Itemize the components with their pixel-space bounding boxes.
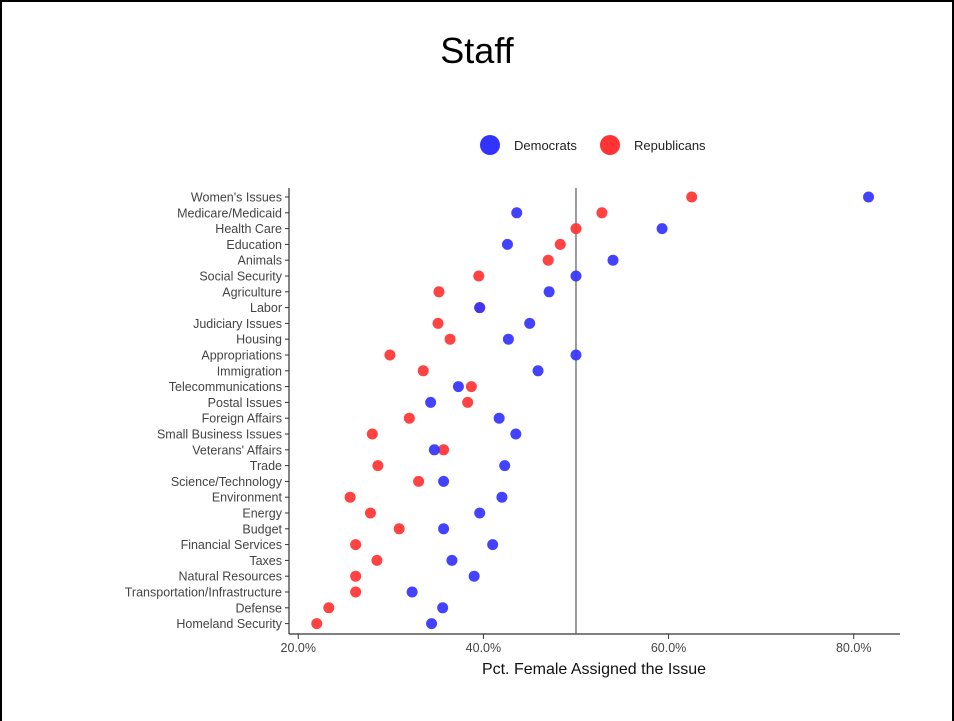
y-tick-label: Energy: [242, 507, 282, 521]
y-tick-label: Defense: [235, 601, 282, 615]
y-tick-label: Natural Resources: [178, 570, 282, 584]
legend-label-republicans: Republicans: [634, 138, 706, 153]
point-republicans: [350, 570, 362, 582]
point-democrats: [543, 286, 555, 298]
point-republicans: [542, 254, 554, 266]
point-republicans: [417, 365, 429, 377]
point-republicans: [323, 602, 335, 614]
x-axis-ticks: 20.0% 40.0% 60.0% 80.0%: [281, 634, 871, 655]
y-tick-label: Housing: [236, 333, 282, 347]
point-democrats: [425, 396, 437, 408]
y-tick-label: Homeland Security: [176, 617, 282, 631]
y-tick-label: Environment: [212, 491, 283, 505]
point-democrats: [607, 254, 619, 266]
point-democrats: [428, 444, 440, 456]
y-tick-label: Immigration: [217, 364, 282, 378]
point-republicans: [462, 396, 474, 408]
point-republicans: [350, 586, 362, 598]
point-republicans: [686, 191, 698, 203]
point-republicans: [350, 539, 362, 551]
point-democrats: [532, 365, 544, 377]
point-republicans: [344, 491, 356, 503]
y-tick-label: Labor: [250, 301, 282, 315]
y-tick-label: Medicare/Medicaid: [177, 206, 282, 220]
point-democrats: [426, 618, 438, 630]
point-republicans: [433, 286, 445, 298]
point-republicans: [403, 412, 415, 424]
y-tick-label: Veterans' Affairs: [192, 443, 282, 457]
point-republicans: [366, 428, 378, 440]
point-democrats: [474, 302, 486, 314]
y-tick-label: Appropriations: [201, 349, 282, 363]
x-tick-label: 40.0%: [466, 641, 501, 655]
legend: Democrats Republicans: [480, 135, 706, 155]
y-tick-label: Judiciary Issues: [193, 317, 282, 331]
y-tick-label: Animals: [238, 254, 282, 268]
point-republicans: [311, 618, 323, 630]
point-democrats: [511, 207, 523, 219]
y-tick-label: Science/Technology: [171, 475, 283, 489]
point-democrats: [452, 381, 464, 393]
legend-label-democrats: Democrats: [514, 138, 577, 153]
point-republicans: [413, 475, 425, 487]
y-tick-label: Health Care: [215, 222, 282, 236]
point-democrats: [656, 223, 668, 235]
point-republicans: [570, 223, 582, 235]
point-democrats: [406, 586, 418, 598]
point-republicans: [432, 317, 444, 329]
x-tick-label: 20.0%: [281, 641, 316, 655]
point-republicans: [473, 270, 485, 282]
point-democrats: [499, 460, 511, 472]
point-democrats: [496, 491, 508, 503]
y-tick-label: Women's Issues: [191, 191, 282, 205]
point-republicans: [384, 349, 396, 361]
y-tick-label: Transportation/Infrastructure: [125, 586, 282, 600]
y-tick-label: Education: [226, 238, 282, 252]
point-republicans: [465, 381, 477, 393]
point-republicans: [372, 460, 384, 472]
point-democrats: [501, 238, 513, 250]
chart-title: Staff: [440, 30, 514, 71]
point-democrats: [468, 570, 480, 582]
point-democrats: [524, 317, 536, 329]
x-axis-title: Pct. Female Assigned the Issue: [482, 661, 706, 678]
point-democrats: [570, 349, 582, 361]
point-republicans: [444, 333, 456, 345]
point-democrats: [570, 270, 582, 282]
point-democrats: [493, 412, 505, 424]
legend-marker-republicans: [600, 135, 620, 155]
point-republicans: [393, 523, 405, 535]
y-tick-label: Budget: [242, 522, 282, 536]
point-republicans: [596, 207, 608, 219]
point-democrats: [446, 554, 458, 566]
y-tick-label: Financial Services: [181, 538, 282, 552]
x-tick-label: 60.0%: [651, 641, 686, 655]
y-tick-label: Agriculture: [222, 285, 282, 299]
y-tick-label: Trade: [250, 459, 282, 473]
y-tick-label: Taxes: [249, 554, 282, 568]
data-points: [311, 191, 875, 630]
point-democrats: [437, 602, 449, 614]
y-tick-label: Telecommunications: [169, 380, 282, 394]
point-democrats: [474, 507, 486, 519]
point-republicans: [554, 238, 566, 250]
point-democrats: [502, 333, 514, 345]
y-tick-label: Small Business Issues: [157, 428, 282, 442]
point-republicans: [371, 554, 383, 566]
y-tick-label: Postal Issues: [208, 396, 282, 410]
point-democrats: [438, 475, 450, 487]
legend-marker-democrats: [480, 135, 500, 155]
y-tick-label: Social Security: [199, 270, 282, 284]
x-tick-label: 80.0%: [836, 641, 871, 655]
point-republicans: [438, 444, 450, 456]
y-tick-label: Foreign Affairs: [202, 412, 282, 426]
point-republicans: [364, 507, 376, 519]
point-democrats: [863, 191, 875, 203]
point-democrats: [487, 539, 499, 551]
point-democrats: [438, 523, 450, 535]
point-democrats: [510, 428, 522, 440]
